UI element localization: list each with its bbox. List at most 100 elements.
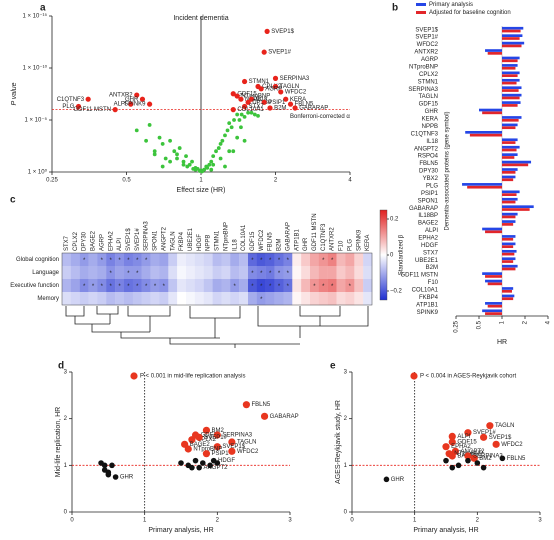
point <box>464 452 472 460</box>
heatmap-cell <box>292 292 302 306</box>
heatmap-cell <box>221 253 231 267</box>
heatmap-cell <box>168 279 178 293</box>
category-label: EPHA2 <box>418 236 438 242</box>
point <box>492 440 500 448</box>
category-label: SVEP1# <box>415 35 438 41</box>
point <box>152 152 157 157</box>
bar <box>467 185 502 189</box>
point-label: ANTXR2 <box>109 93 133 99</box>
point <box>231 149 236 154</box>
bar <box>502 215 516 219</box>
heatmap-cell <box>318 279 328 293</box>
heatmap-cell <box>88 292 98 306</box>
colorbar-tick-label: −0.2 <box>390 289 403 295</box>
point-label: IL18 <box>256 97 268 103</box>
point <box>442 443 450 451</box>
heatmap-cell <box>283 266 293 280</box>
heatmap-cell <box>106 292 116 306</box>
category-label: IL18 <box>426 139 438 145</box>
point-label: AGRP <box>265 86 282 92</box>
x-axis-label: Primary analysis, HR <box>413 527 478 534</box>
heatmap-cell <box>310 292 320 306</box>
point-label: COL10A1 <box>237 107 264 113</box>
bar <box>502 26 524 30</box>
heatmap-cell <box>265 253 275 267</box>
point <box>218 142 223 146</box>
point <box>85 96 91 102</box>
bar <box>485 302 502 305</box>
bar <box>485 49 502 52</box>
category-label: F10 <box>428 280 439 286</box>
bar <box>502 163 529 167</box>
heatmap-cell <box>256 292 266 306</box>
point <box>209 159 214 164</box>
x-tick-label: 1 <box>500 320 506 324</box>
point <box>272 83 279 90</box>
column-label: KERA <box>365 235 371 251</box>
point <box>223 164 227 169</box>
point <box>160 142 165 146</box>
point <box>267 105 273 111</box>
point <box>480 464 487 471</box>
heatmap-cell <box>345 266 355 280</box>
heatmap-frame <box>61 252 373 306</box>
heatmap-cell <box>88 266 98 280</box>
point-label: BAGE2 <box>190 442 211 448</box>
heatmap-cell <box>132 253 142 267</box>
heatmap-cell <box>124 253 134 267</box>
point <box>228 438 236 446</box>
heatmap-cell <box>97 279 107 293</box>
bar <box>502 205 534 209</box>
heatmap-cell <box>310 279 320 293</box>
heatmap-cell <box>88 279 98 293</box>
point <box>480 433 488 441</box>
point-label: FBLN5 <box>252 402 271 408</box>
point <box>443 457 449 464</box>
column-label: EPHA2 <box>108 231 114 251</box>
point <box>139 96 146 102</box>
heatmap-cell <box>62 279 72 293</box>
heatmap-cell <box>194 292 204 306</box>
point <box>195 433 203 441</box>
point-label: NTproBNP <box>193 447 222 453</box>
point <box>278 89 284 95</box>
point <box>202 450 211 458</box>
significance-star: * <box>349 284 352 290</box>
point <box>202 167 207 172</box>
significance-star: * <box>101 284 104 290</box>
x-tick-label: 0.5 <box>122 178 131 184</box>
point <box>216 146 221 150</box>
heatmap-cell <box>212 253 222 267</box>
column-label: C1QTNF3 <box>321 223 327 251</box>
heatmap-cell <box>141 292 151 306</box>
column-label: SVEP1# <box>135 228 141 251</box>
point-label: EPHA2 <box>451 444 471 450</box>
point-label: GDF15 <box>201 433 221 439</box>
bar <box>502 252 515 256</box>
x-tick-label: 0.5 <box>477 320 483 329</box>
significance-star: * <box>110 258 113 264</box>
bar <box>502 171 516 174</box>
significance-star: * <box>127 258 130 264</box>
significance-star: * <box>313 284 316 290</box>
significance-star: * <box>322 258 325 264</box>
point <box>486 422 494 430</box>
significance-star: * <box>251 284 254 290</box>
bar <box>502 160 532 164</box>
heatmap-cell <box>159 266 169 280</box>
significance-star: * <box>110 284 113 290</box>
point-label: KERA <box>290 97 306 103</box>
bar <box>502 126 516 130</box>
heatmap-cell <box>150 292 160 306</box>
bar <box>502 190 520 194</box>
point-label: ALPI <box>457 434 470 440</box>
bar <box>502 116 522 119</box>
point <box>175 156 179 161</box>
heatmap-cell <box>274 279 284 293</box>
colorbar <box>379 209 388 301</box>
bar <box>487 304 502 308</box>
point <box>189 464 195 471</box>
bar <box>502 178 514 182</box>
x-tick-label: 2 <box>523 320 529 324</box>
category-label: ANTXR2 <box>414 50 438 56</box>
